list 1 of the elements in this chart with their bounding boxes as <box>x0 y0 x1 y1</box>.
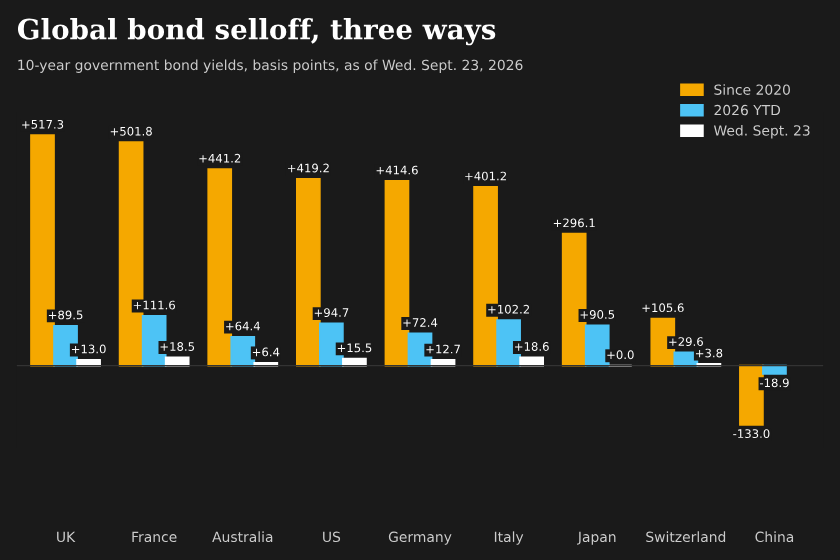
chart-title: Global bond selloff, three ways <box>17 18 496 46</box>
